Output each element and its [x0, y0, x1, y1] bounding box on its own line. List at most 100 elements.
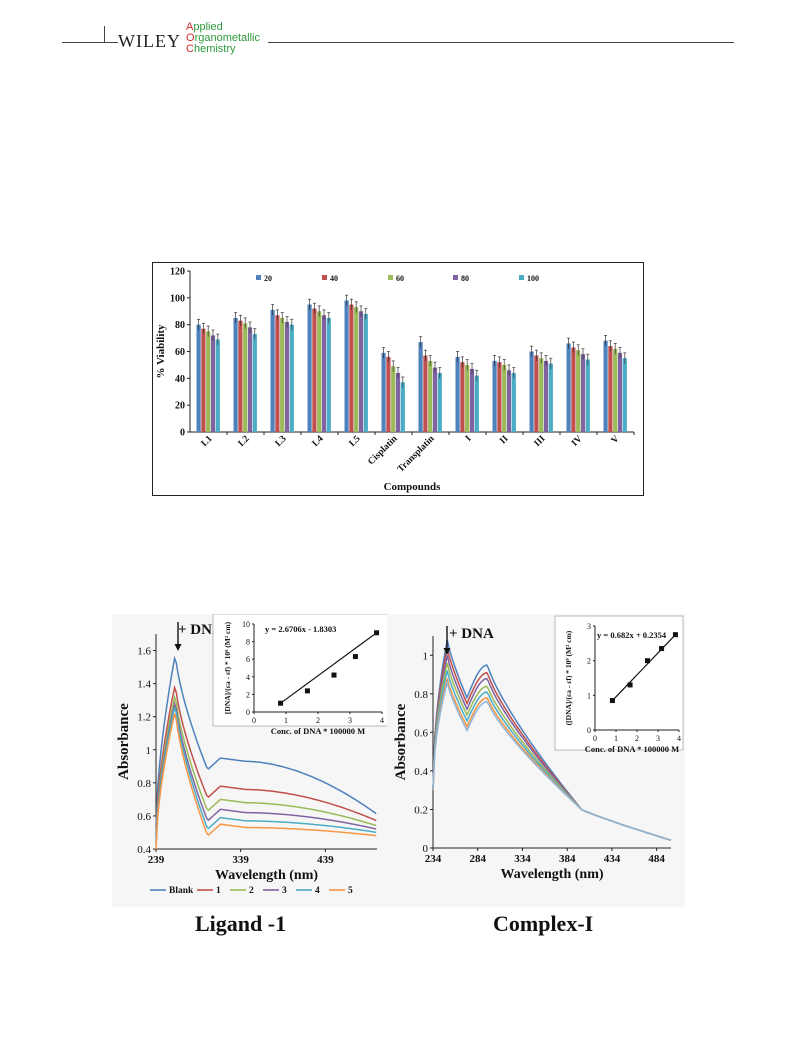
inset-x-tick-label: 4: [677, 734, 681, 743]
inset-x-tick-label: 1: [614, 734, 618, 743]
bar-L2-40: [238, 320, 243, 432]
bar-I-100: [474, 375, 479, 432]
x-tick-label: I: [464, 434, 474, 444]
y-axis-label: % Viability: [155, 324, 167, 379]
x-tick-label: 439: [317, 854, 334, 866]
x-axis-label: Wavelength (nm): [500, 867, 603, 882]
dna-arrow-head: [443, 648, 451, 655]
inset-equation: y = 0.682x + 0.2354: [597, 630, 667, 640]
inset-x-tick-label: 2: [316, 716, 320, 725]
bar-II-100: [511, 372, 516, 432]
bar-I-80: [469, 368, 475, 432]
header-rule-left: [62, 42, 118, 43]
x-tick-label: 384: [559, 853, 576, 865]
y-tick-label: 0.8: [137, 778, 151, 790]
inset-frame: [554, 615, 684, 751]
legend-swatch-80: [453, 275, 458, 280]
legend-swatch-40: [322, 275, 327, 280]
inset-y-axis-label: [DNA]/(εa - εf) * 10⁹ (M² cm): [223, 621, 232, 714]
y-tick-label: 1.6: [137, 646, 151, 658]
spectrum-line-4: [155, 706, 377, 846]
bar-III-40: [534, 355, 539, 432]
legend-label-3: 3: [282, 886, 287, 896]
legend-label-80: 80: [461, 274, 469, 283]
legend-label-40: 40: [330, 274, 338, 283]
y-axis-label: Absorbance: [116, 703, 132, 780]
inset-frame: [212, 614, 387, 727]
bar-V-60: [613, 348, 618, 432]
bar-Cisplatin-60: [391, 366, 396, 432]
bar-L5-60: [354, 307, 359, 432]
inset-y-tick-label: 8: [246, 638, 250, 647]
bar-L1-40: [201, 328, 206, 432]
bar-L5-80: [358, 311, 364, 432]
x-tick-label: 434: [604, 853, 621, 865]
y-tick-label: 1: [146, 745, 152, 757]
bar-Transplatin-60: [428, 360, 433, 432]
inset-x-tick-label: 3: [348, 716, 352, 725]
bar-L1-80: [210, 335, 216, 432]
y-tick-label: 60: [175, 347, 185, 358]
bar-V-100: [622, 358, 627, 432]
spectrum-line-Blank: [155, 655, 377, 828]
bar-L4-100: [326, 317, 331, 432]
legend-label-Blank: Blank: [169, 886, 194, 896]
bar-L3-80: [284, 321, 290, 432]
bar-Transplatin-100: [437, 372, 442, 432]
bar-II-80: [506, 370, 512, 432]
legend-swatch-20: [256, 275, 261, 280]
journal-title: Applied Organometallic Chemistry: [186, 22, 260, 55]
inset-x-tick-label: 2: [635, 734, 639, 743]
caption-ligand: Ligand -1: [195, 911, 287, 936]
y-tick-label: 120: [170, 267, 185, 278]
bar-L4-20: [307, 304, 312, 432]
inset-y-axis-label: ([DNA]/(εa - εf) * 10⁹ (M² cm): [564, 630, 573, 725]
bar-Transplatin-80: [432, 367, 438, 432]
inset-y-tick-label: 1: [587, 691, 591, 700]
journal-line-2: Organometallic: [186, 32, 260, 44]
caption-complex: Complex-I: [493, 911, 594, 936]
inset-y-tick-label: 4: [246, 673, 250, 682]
ligand-absorption-chart: 0.4 0.6 0.8 1 1.2 1.4 1.6 239 339 439 Wavelength (…: [116, 614, 387, 896]
y-tick-label: 0.6: [414, 727, 428, 739]
inset-y-tick-label: 2: [587, 657, 591, 666]
dna-arrow-head: [174, 644, 182, 651]
y-tick-label: 40: [175, 374, 185, 385]
legend-label-20: 20: [264, 274, 272, 283]
legend-label-5: 5: [348, 886, 353, 896]
y-axis-label: Absorbance: [393, 703, 409, 780]
inset-x-tick-label: 1: [284, 716, 288, 725]
x-tick-label: 339: [232, 854, 249, 866]
inset-equation: y = 2.6706x - 1.8303: [265, 624, 336, 634]
legend-label-60: 60: [396, 274, 404, 283]
spectrum-line-1: [155, 684, 377, 835]
inset-y-tick-label: 0: [587, 726, 591, 735]
inset-point: [304, 688, 310, 694]
inset-x-tick-label: 3: [656, 734, 660, 743]
bar-L3-40: [275, 315, 280, 432]
spectrum-line-2: [155, 694, 377, 840]
inset-point: [278, 700, 284, 706]
bar-III-20: [529, 351, 534, 432]
inset-point: [352, 654, 358, 660]
inset-fit-line: [611, 634, 676, 701]
bar-IV-80: [580, 354, 586, 432]
inset-y-tick-label: 0: [246, 708, 250, 717]
bar-L3-20: [270, 309, 275, 432]
bar-L4-40: [312, 308, 317, 432]
inset-x-axis-label: Conc. of DNA * 100000 M: [271, 726, 365, 736]
inset-point: [374, 630, 380, 636]
spectrum-line-5: [155, 713, 377, 850]
inset-y-tick-label: 2: [246, 690, 250, 699]
y-tick-label: 0.4: [414, 766, 428, 778]
bar-III-100: [548, 363, 553, 432]
bar-L2-100: [252, 334, 257, 432]
bar-V-20: [603, 340, 608, 432]
bar-L3-100: [289, 324, 294, 432]
legend-label-1: 1: [216, 886, 221, 896]
y-tick-label: 0.2: [414, 804, 428, 816]
bar-II-60: [502, 364, 507, 432]
x-axis-label: Wavelength (nm): [215, 868, 318, 883]
inset-x-tick-label: 0: [252, 716, 256, 725]
